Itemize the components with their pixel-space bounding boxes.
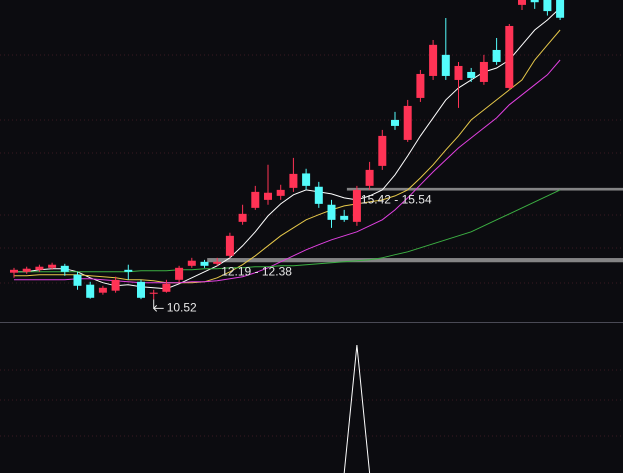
price-band: [207, 258, 623, 263]
candle-body: [365, 169, 374, 186]
candle-body: [403, 105, 412, 140]
moving-average: [14, 29, 561, 284]
candle-body: [530, 0, 539, 3]
candle-body: [124, 269, 133, 272]
candle-body: [175, 267, 184, 280]
price-band: [346, 187, 623, 191]
candle-body: [479, 61, 488, 82]
candle-body: [200, 261, 209, 266]
candle-body: [416, 73, 425, 98]
candle-body: [98, 287, 107, 293]
moving-average: [14, 7, 561, 290]
candle-body: [251, 191, 260, 208]
indicator-line: [343, 344, 371, 473]
price-pane: [10, 0, 623, 300]
candle-body: [518, 0, 526, 5]
candle-body: [391, 119, 399, 126]
candle-body: [187, 260, 196, 266]
indicator-pane: [343, 344, 371, 473]
low-marker-label: 10.52: [167, 301, 197, 315]
band-label: 15.42 - 15.54: [361, 193, 432, 207]
moving-average: [14, 59, 561, 284]
band-label: 12.19 - 12.38: [221, 264, 292, 278]
candle-body: [467, 71, 476, 78]
candle-body: [48, 264, 57, 268]
candle-body: [22, 268, 31, 272]
candle-body: [302, 173, 311, 186]
candle-body: [60, 265, 69, 272]
candle-body: [327, 204, 336, 220]
candle-body: [556, 0, 565, 18]
candle-body: [238, 213, 247, 222]
candle-body: [276, 189, 285, 196]
candle-body: [10, 269, 18, 273]
candle-body: [314, 186, 323, 204]
candle-body: [35, 266, 44, 270]
candle-body: [264, 192, 272, 200]
candle-body: [492, 49, 501, 62]
candle-body: [543, 0, 552, 12]
candle-body: [340, 215, 349, 220]
candle-body: [162, 283, 171, 292]
candle-body: [429, 44, 438, 76]
candle-body: [289, 173, 298, 188]
candle-body: [213, 261, 222, 264]
candle-body: [111, 279, 120, 291]
low-marker-arrow: [152, 299, 164, 312]
candle-body: [441, 54, 450, 76]
candle-body: [352, 189, 361, 222]
candle-body: [149, 292, 158, 294]
candle-body: [378, 135, 387, 166]
candle-body: [454, 65, 463, 80]
candle-body: [137, 281, 145, 298]
candle-body: [225, 235, 234, 256]
candle-body: [73, 274, 82, 286]
moving-average: [14, 189, 561, 273]
candle-body: [505, 25, 514, 88]
candle-body: [86, 284, 95, 298]
